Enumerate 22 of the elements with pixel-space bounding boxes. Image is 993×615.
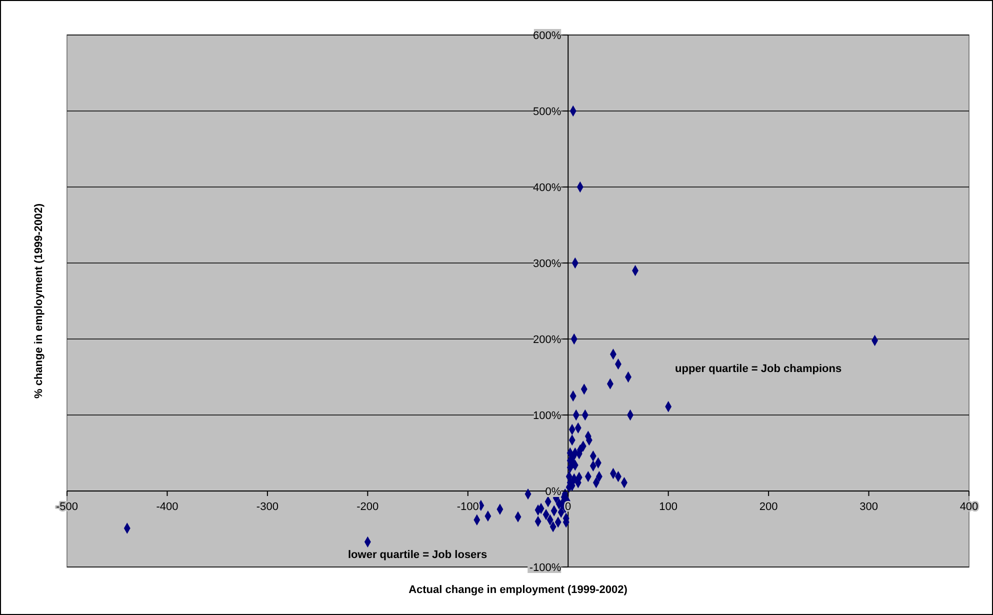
annotation: lower quartile = Job losers <box>348 549 488 561</box>
x-tick-label: -400 <box>156 501 178 513</box>
x-tick-label: 200 <box>759 501 778 513</box>
x-tick-label: 300 <box>860 501 878 513</box>
y-tick-label: 500% <box>532 106 562 118</box>
x-tick-label: -100 <box>456 501 479 513</box>
y-tick-label: -100% <box>529 562 562 574</box>
x-tick-label: -500 <box>56 501 78 513</box>
annotation: upper quartile = Job champions <box>675 363 842 375</box>
x-tick-label: -300 <box>256 501 278 513</box>
x-tick-label: 100 <box>659 501 678 513</box>
x-tick-label: 0 <box>565 501 572 513</box>
x-axis-title: Actual change in employment (1999-2002) <box>408 584 628 596</box>
y-tick-label: 200% <box>532 334 562 346</box>
y-tick-label: 600% <box>532 30 562 42</box>
y-tick-label: 400% <box>532 182 562 194</box>
y-tick-label: 300% <box>532 258 562 270</box>
x-tick-label: -200 <box>356 501 379 513</box>
y-tick-label: 100% <box>532 410 562 422</box>
y-axis-title: % change in employment (1999-2002) <box>33 203 45 399</box>
y-tick-label: 0% <box>545 486 562 498</box>
x-tick-label: 400 <box>960 501 978 513</box>
